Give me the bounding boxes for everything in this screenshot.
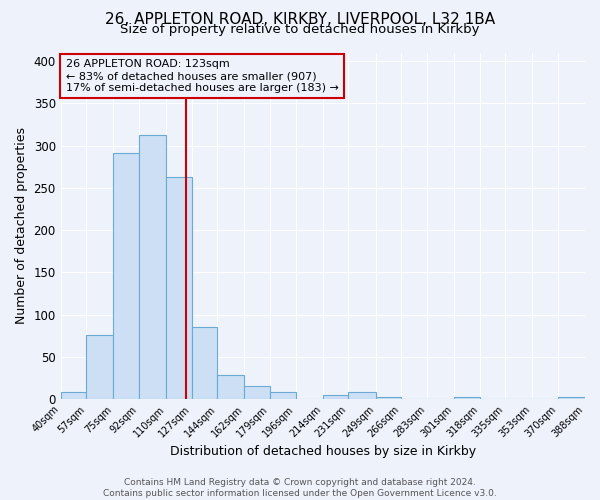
Text: 26 APPLETON ROAD: 123sqm
← 83% of detached houses are smaller (907)
17% of semi-: 26 APPLETON ROAD: 123sqm ← 83% of detach… — [66, 60, 339, 92]
Bar — [270, 392, 296, 399]
X-axis label: Distribution of detached houses by size in Kirkby: Distribution of detached houses by size … — [170, 444, 476, 458]
Bar — [139, 134, 166, 399]
Text: Contains HM Land Registry data © Crown copyright and database right 2024.
Contai: Contains HM Land Registry data © Crown c… — [103, 478, 497, 498]
Bar — [558, 398, 585, 399]
Bar — [454, 396, 479, 399]
Bar — [376, 396, 401, 399]
Text: Size of property relative to detached houses in Kirkby: Size of property relative to detached ho… — [120, 24, 480, 36]
Bar — [166, 177, 192, 399]
Bar — [86, 335, 113, 399]
Bar — [323, 395, 349, 399]
Text: 26, APPLETON ROAD, KIRKBY, LIVERPOOL, L32 1BA: 26, APPLETON ROAD, KIRKBY, LIVERPOOL, L3… — [105, 12, 495, 28]
Bar — [192, 328, 217, 399]
Bar — [61, 392, 86, 399]
Bar — [113, 153, 139, 399]
Bar — [244, 386, 270, 399]
Bar — [217, 376, 244, 399]
Y-axis label: Number of detached properties: Number of detached properties — [15, 128, 28, 324]
Bar — [349, 392, 376, 399]
